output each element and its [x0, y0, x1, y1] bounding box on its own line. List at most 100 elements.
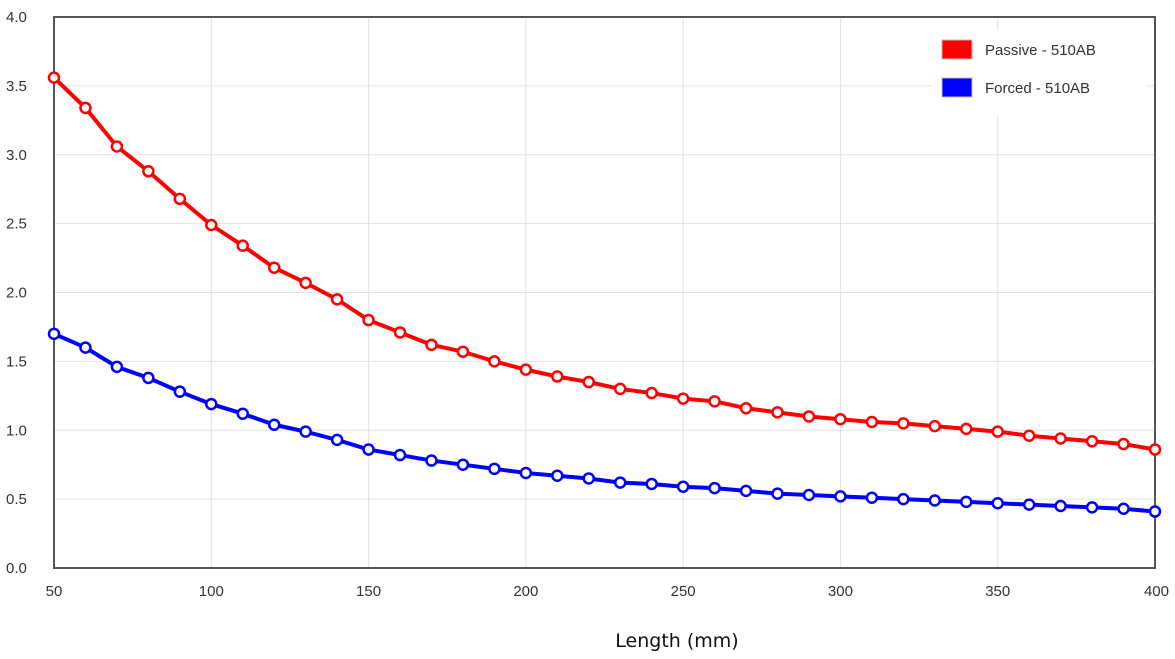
y-tick-label: 1.5 [6, 353, 27, 370]
data-point[interactable] [267, 418, 281, 431]
data-point[interactable] [582, 472, 596, 485]
data-point[interactable] [488, 462, 501, 476]
data-point[interactable] [551, 469, 564, 482]
data-point[interactable] [299, 425, 312, 438]
data-point[interactable] [645, 386, 658, 400]
y-tick-label: 4.0 [6, 9, 27, 26]
data-point[interactable] [960, 422, 973, 436]
y-axis-ticks: 0.0 0.5 1.0 1.5 2.0 2.5 3.0 3.5 4.0 [6, 9, 27, 577]
y-tick-label: 0.5 [6, 491, 27, 508]
x-tick-label: 100 [199, 583, 224, 600]
data-point[interactable] [771, 487, 784, 500]
data-point[interactable] [425, 338, 438, 352]
data-point[interactable] [205, 397, 218, 411]
data-point[interactable] [519, 466, 533, 480]
data-point[interactable] [236, 407, 249, 420]
x-tick-label: 300 [828, 583, 853, 600]
data-point[interactable] [362, 313, 375, 327]
data-point[interactable] [991, 425, 1004, 438]
x-tick-label: 250 [671, 583, 696, 600]
data-point[interactable] [897, 417, 910, 430]
data-point[interactable] [456, 345, 470, 358]
data-point[interactable] [991, 497, 1004, 510]
legend-swatch [941, 77, 973, 98]
data-point[interactable] [771, 406, 784, 419]
data-point[interactable] [802, 488, 816, 502]
data-point[interactable] [393, 448, 407, 462]
data-point[interactable] [79, 101, 92, 115]
data-point[interactable] [393, 326, 407, 339]
data-point[interactable] [267, 261, 281, 274]
data-point[interactable] [1148, 443, 1162, 456]
data-point[interactable] [1117, 502, 1130, 516]
legend-label: Passive - 510AB [985, 42, 1096, 59]
data-point[interactable] [299, 276, 312, 290]
data-point[interactable] [488, 355, 501, 368]
data-point[interactable] [802, 410, 816, 423]
data-point[interactable] [205, 218, 218, 232]
data-point[interactable] [173, 192, 187, 206]
data-point[interactable] [928, 494, 942, 507]
data-point[interactable] [236, 239, 249, 252]
data-point[interactable] [708, 481, 721, 495]
x-tick-label: 200 [513, 583, 538, 600]
data-point[interactable] [1022, 498, 1036, 511]
data-point[interactable] [1148, 505, 1162, 518]
series-line [53, 331, 1156, 514]
y-tick-label: 3.5 [6, 78, 27, 95]
x-tick-label: 400 [1144, 583, 1169, 600]
data-point[interactable] [456, 458, 470, 471]
data-point[interactable] [865, 491, 879, 504]
data-point[interactable] [613, 382, 627, 396]
legend-swatch [941, 39, 973, 60]
data-point[interactable] [142, 165, 155, 178]
data-point[interactable] [142, 371, 155, 385]
data-point[interactable] [928, 419, 942, 433]
data-point[interactable] [173, 385, 187, 398]
data-point[interactable] [110, 360, 124, 374]
data-point[interactable] [47, 327, 61, 341]
x-tick-label: 150 [356, 583, 381, 600]
data-point[interactable] [1022, 429, 1036, 443]
y-tick-label: 0.0 [6, 560, 27, 577]
data-point[interactable] [1054, 432, 1067, 445]
data-point[interactable] [1085, 435, 1099, 448]
data-point[interactable] [1085, 501, 1099, 514]
data-point[interactable] [1054, 499, 1067, 513]
series-line [52, 76, 1156, 452]
data-point[interactable] [676, 480, 690, 493]
data-point[interactable] [960, 495, 973, 509]
data-point[interactable] [362, 443, 375, 456]
data-point[interactable] [1117, 437, 1130, 451]
data-point[interactable] [425, 454, 438, 467]
data-point[interactable] [330, 293, 344, 306]
legend-label: Forced - 510AB [985, 80, 1090, 97]
data-point[interactable] [897, 492, 910, 506]
data-point[interactable] [708, 395, 721, 408]
data-point[interactable] [739, 484, 753, 498]
data-point[interactable] [551, 370, 564, 383]
data-point[interactable] [582, 375, 596, 389]
data-point[interactable] [834, 412, 847, 426]
data-point[interactable] [739, 401, 753, 415]
data-point[interactable] [110, 140, 124, 153]
x-tick-label: 350 [985, 583, 1010, 600]
data-point[interactable] [613, 476, 627, 489]
legend: Passive - 510AB Forced - 510AB [932, 30, 1146, 116]
y-tick-label: 2.5 [6, 216, 27, 233]
y-tick-label: 1.0 [6, 422, 27, 439]
y-tick-label: 3.0 [6, 147, 27, 164]
data-point[interactable] [79, 341, 92, 354]
data-point[interactable] [330, 433, 344, 447]
x-axis-ticks: 50 100 150 200 250 300 350 400 [46, 583, 1169, 600]
data-point[interactable] [865, 415, 879, 429]
data-point[interactable] [47, 71, 61, 84]
data-point[interactable] [676, 392, 690, 405]
grid [53, 16, 1156, 569]
series-group [47, 71, 1162, 518]
data-point[interactable] [834, 490, 847, 503]
data-point[interactable] [519, 363, 533, 376]
data-point[interactable] [645, 477, 658, 491]
x-tick-label: 50 [46, 583, 63, 600]
